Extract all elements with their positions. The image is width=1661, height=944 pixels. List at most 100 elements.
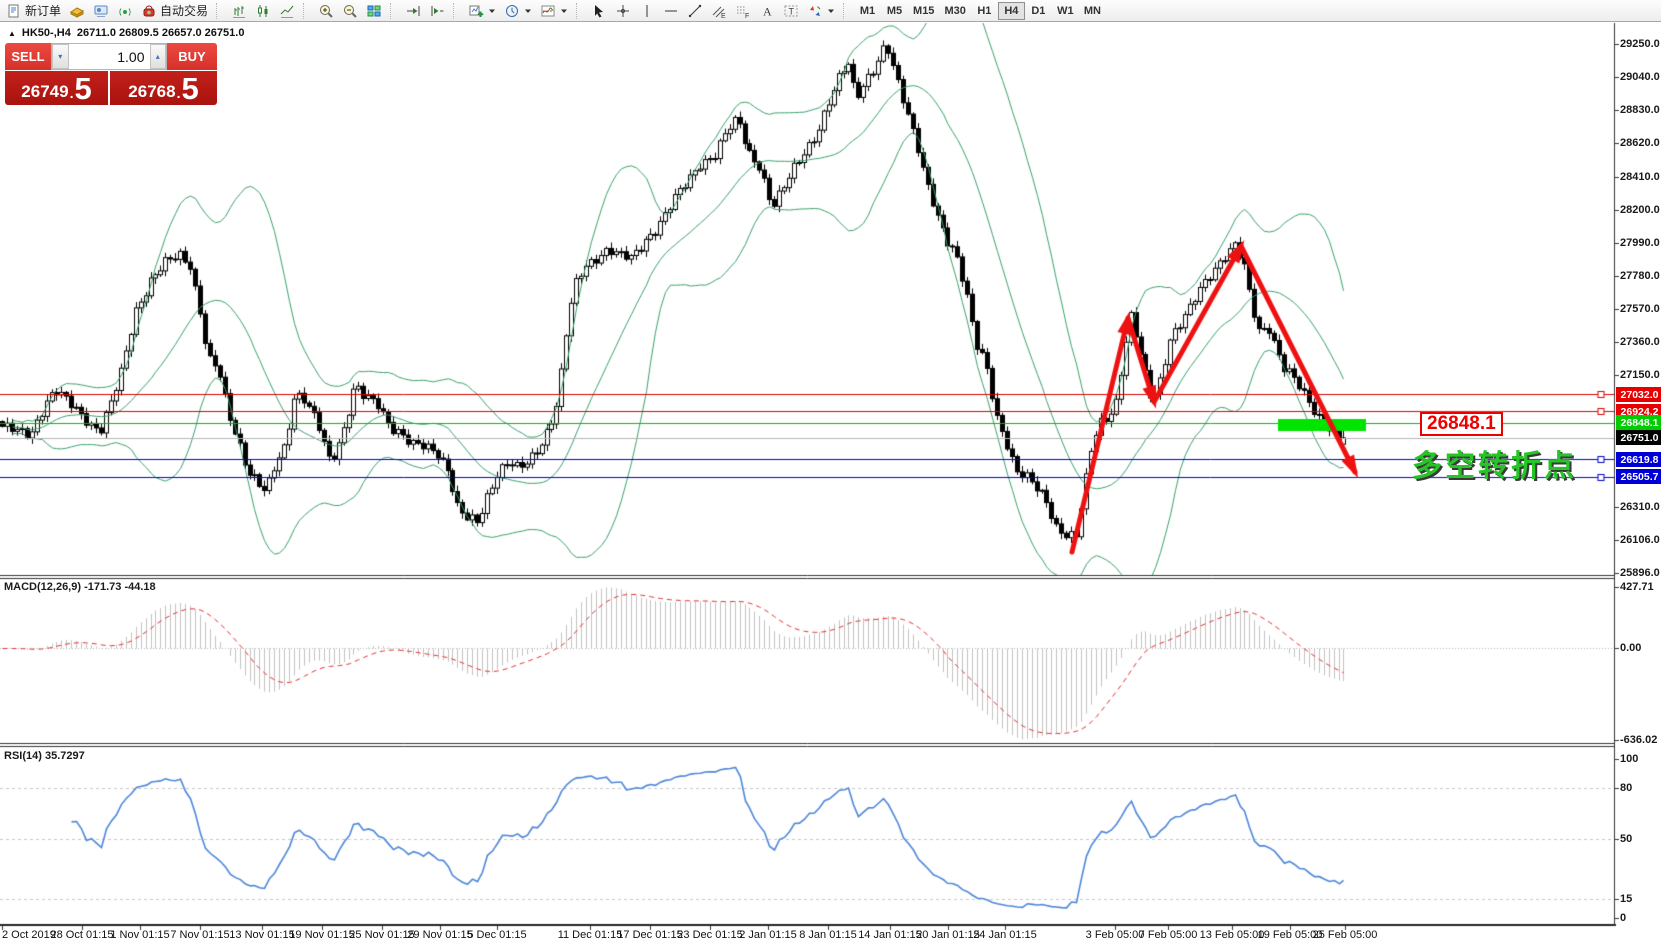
crosshair-button[interactable]	[611, 1, 635, 21]
time-axis-label: 17 Dec 01:15	[617, 929, 683, 941]
timeframe-button[interactable]: M5	[881, 2, 908, 20]
indicators-icon	[540, 3, 556, 19]
time-axis-label: 1 Nov 01:15	[110, 929, 170, 941]
buy-price-dot: .	[176, 85, 181, 101]
crosshair-icon	[615, 3, 631, 19]
buy-price-frac: 5	[181, 71, 199, 106]
buy-button[interactable]: BUY	[167, 43, 217, 70]
one-click-trading-panel: SELL ▾ ▴ BUY 26749 . 5 26768 . 5	[5, 43, 217, 105]
sell-price-main: 26749	[21, 82, 69, 101]
macd-axis-label: 427.71	[1620, 581, 1654, 593]
time-axis-label: 13 Nov 01:15	[229, 929, 295, 941]
new-order-button[interactable]: 新订单	[2, 1, 65, 21]
symbol-name: HK50-,H4	[21, 27, 71, 39]
vertical-line-button[interactable]	[635, 1, 659, 21]
chevron-down-icon	[488, 7, 496, 15]
terminal-icon	[93, 3, 109, 19]
trendline-button[interactable]	[683, 1, 707, 21]
text-label-button[interactable]: T	[779, 1, 803, 21]
timeframe-button[interactable]: D1	[1025, 2, 1052, 20]
arrow-objects-icon	[807, 3, 823, 19]
candle-chart-button[interactable]	[251, 1, 275, 21]
zoom-in-icon	[318, 3, 334, 19]
price-axis-label: 28620.0	[1620, 137, 1660, 149]
terminal-button[interactable]	[89, 1, 113, 21]
toolbar-separator	[453, 2, 461, 19]
equidistant-channel-button[interactable]: E	[707, 1, 731, 21]
price-note-box[interactable]: 26848.1	[1420, 412, 1503, 436]
chevron-down-icon	[827, 7, 835, 15]
tile-windows-button[interactable]	[362, 1, 386, 21]
new-chart-button[interactable]	[464, 1, 500, 21]
signal-button[interactable]	[113, 1, 137, 21]
buy-price-main: 26768	[128, 82, 176, 101]
price-axis-label: 29250.0	[1620, 38, 1660, 50]
package-button[interactable]	[65, 1, 89, 21]
price-axis-label: 28410.0	[1620, 171, 1660, 183]
volume-decrease-button[interactable]: ▾	[52, 44, 69, 69]
auto-scroll-icon	[405, 3, 421, 19]
price-axis-label: 29040.0	[1620, 71, 1660, 83]
timeframe-button[interactable]: M15	[908, 2, 939, 20]
sell-button[interactable]: SELL	[5, 43, 51, 70]
timeframe-button[interactable]: M30	[939, 2, 970, 20]
autotrading-label: 自动交易	[160, 4, 209, 18]
chart-shift-button[interactable]	[425, 1, 449, 21]
time-axis-label: 8 Jan 01:15	[799, 929, 857, 941]
zoom-out-button[interactable]	[338, 1, 362, 21]
time-axis-label: 3 Feb 05:00	[1085, 929, 1145, 941]
svg-text:A: A	[763, 4, 772, 18]
price-axis-label: 25896.0	[1620, 567, 1660, 579]
text-button[interactable]: A	[755, 1, 779, 21]
timeframe-button[interactable]: MN	[1079, 2, 1106, 20]
toolbar-separator	[303, 2, 311, 19]
arrow-objects-button[interactable]	[803, 1, 839, 21]
chinese-annotation[interactable]: 多空转折点	[1412, 450, 1577, 483]
package-icon	[69, 3, 85, 19]
sell-price-frac: 5	[74, 71, 92, 106]
price-line-tag: 26505.7	[1616, 469, 1661, 484]
zoom-in-button[interactable]	[314, 1, 338, 21]
price-line-tag: 26619.8	[1616, 452, 1661, 467]
horizontal-line-button[interactable]	[659, 1, 683, 21]
horizontal-line-icon	[663, 3, 679, 19]
time-axis-label: 19 Feb 05:00	[1257, 929, 1323, 941]
bar-chart-button[interactable]	[227, 1, 251, 21]
price-axis-label: 27990.0	[1620, 237, 1660, 249]
equidistant-channel-icon: E	[711, 3, 727, 19]
toolbar-group-scroll	[401, 0, 449, 22]
macd-axis-label: -636.02	[1620, 734, 1658, 746]
volume-spinner: ▾ ▴	[51, 43, 167, 70]
sell-price[interactable]: 26749 . 5	[5, 71, 108, 105]
buy-price[interactable]: 26768 . 5	[110, 71, 217, 105]
price-axis-label: 28200.0	[1620, 204, 1660, 216]
rsi-axis-label: 15	[1620, 893, 1633, 905]
time-axis-label: 7 Feb 05:00	[1138, 929, 1198, 941]
line-chart-button[interactable]	[275, 1, 299, 21]
fibonacci-icon: F	[735, 3, 751, 19]
indicators-button[interactable]	[536, 1, 572, 21]
auto-scroll-button[interactable]	[401, 1, 425, 21]
time-axis-label: 2 Jan 01:15	[739, 929, 797, 941]
cursor-button[interactable]	[587, 1, 611, 21]
price-axis-label: 26310.0	[1620, 501, 1660, 513]
time-axis-label: 29 Nov 01:15	[407, 929, 473, 941]
volume-increase-button[interactable]: ▴	[149, 44, 166, 69]
autotrading-button[interactable]: 自动交易	[137, 1, 212, 21]
toolbar-separator	[390, 2, 398, 19]
toolbar-group-standard: 新订单 自动交易	[2, 0, 212, 22]
time-axis-label: 14 Jan 01:15	[858, 929, 922, 941]
macd-axis-label: 0.00	[1620, 642, 1642, 654]
price-line-tag: 27032.0	[1616, 387, 1661, 402]
timeframe-button[interactable]: M1	[854, 2, 881, 20]
time-axis-label: 23 Dec 01:15	[677, 929, 743, 941]
toolbar-separator	[843, 2, 851, 19]
fibonacci-button[interactable]: F	[731, 1, 755, 21]
timeframe-button[interactable]: W1	[1052, 2, 1079, 20]
text-icon: A	[759, 3, 775, 19]
profiles-button[interactable]	[500, 1, 536, 21]
timeframe-button[interactable]: H1	[971, 2, 998, 20]
timeframe-button[interactable]: H4	[997, 1, 1025, 20]
volume-input[interactable]	[68, 44, 150, 69]
